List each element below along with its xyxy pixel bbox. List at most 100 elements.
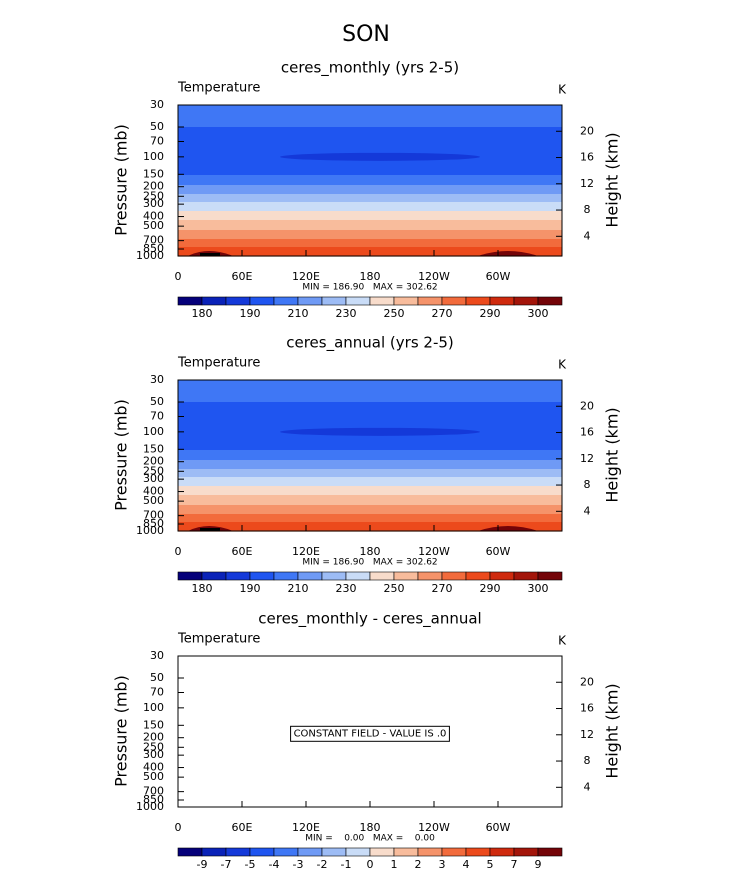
x-tick-label: 120W xyxy=(418,270,450,283)
colorbar-label: 300 xyxy=(528,582,549,595)
colorbar-box xyxy=(321,296,347,306)
y2-tick-label: 4 xyxy=(584,504,591,517)
colorbar-label: 290 xyxy=(480,582,501,595)
colorbar-label: -4 xyxy=(269,858,280,871)
colorbar-label: 180 xyxy=(192,582,213,595)
colorbar-label: -7 xyxy=(221,858,232,871)
y-tick-label: 50 xyxy=(150,671,164,684)
colorbar-label: 230 xyxy=(336,307,357,320)
contour-band xyxy=(178,239,562,242)
colorbar-label: 1 xyxy=(391,858,398,871)
colorbar-box xyxy=(489,847,515,857)
colorbar-label: 190 xyxy=(240,582,261,595)
y-tick-label: 50 xyxy=(150,120,164,133)
cold-core xyxy=(280,152,480,161)
stats: MIN = 186.90 MAX = 302.62 xyxy=(302,283,437,293)
y-axis-label: Pressure (mb) xyxy=(112,399,131,511)
colorbar-box xyxy=(201,296,227,306)
colorbar-label: 270 xyxy=(432,582,453,595)
note-box xyxy=(290,725,450,742)
colorbar-box xyxy=(225,571,251,581)
x-tick-label: 60W xyxy=(486,270,511,283)
y-tick-label: 700 xyxy=(143,509,164,522)
colorbar-label: -9 xyxy=(197,858,208,871)
contour-band xyxy=(178,501,562,506)
contour-band xyxy=(178,185,562,188)
y-tick-label: 1000 xyxy=(136,524,164,537)
y-axis-label: Pressure (mb) xyxy=(112,675,131,787)
colorbar-box xyxy=(465,847,491,857)
x-tick-label: 180 xyxy=(360,270,381,283)
contour-band xyxy=(178,202,562,205)
colorbar-label: 3 xyxy=(439,858,446,871)
colorbar-box xyxy=(537,296,563,306)
colorbar-label: -3 xyxy=(293,858,304,871)
x-tick-label: 60E xyxy=(232,270,253,283)
colorbar-label: 300 xyxy=(528,307,549,320)
terrain-black xyxy=(200,528,220,531)
cold-core xyxy=(280,427,480,436)
colorbar-box xyxy=(393,847,419,857)
colorbar-box xyxy=(465,296,491,306)
stats: MIN = 0.00 MAX = 0.00 xyxy=(305,834,435,844)
contour-band xyxy=(178,460,562,463)
y-tick-label: 850 xyxy=(143,242,164,255)
colorbar-box xyxy=(417,847,443,857)
contour-band xyxy=(178,516,562,523)
contour-band xyxy=(178,230,562,240)
colorbar-box xyxy=(297,571,323,581)
constant-note: CONSTANT FIELD - VALUE IS .0 xyxy=(294,728,447,739)
colorbar-box xyxy=(225,847,251,857)
terrain-black xyxy=(200,253,220,256)
colorbar-label: 180 xyxy=(192,307,213,320)
y-tick-label: 850 xyxy=(143,793,164,806)
colorbar-box xyxy=(465,571,491,581)
colorbar-box xyxy=(489,571,515,581)
colorbar-box xyxy=(321,571,347,581)
colorbar-label: 190 xyxy=(240,307,261,320)
colorbar-box xyxy=(537,847,563,857)
colorbar-label: 230 xyxy=(336,582,357,595)
y-tick-label: 150 xyxy=(143,718,164,731)
colorbar-box xyxy=(297,296,323,306)
colorbar-label: 0 xyxy=(367,858,374,871)
contour-band xyxy=(178,505,562,515)
y2-axis-label: Height (km) xyxy=(603,683,622,778)
page-title: SON xyxy=(342,22,390,47)
y-tick-label: 500 xyxy=(143,219,164,232)
colorbar-box xyxy=(321,847,347,857)
colorbar-box xyxy=(369,847,395,857)
contour-band xyxy=(178,522,562,525)
y-tick-label: 70 xyxy=(150,409,164,422)
y2-axis-label: Height (km) xyxy=(603,407,622,502)
x-tick-label: 60E xyxy=(232,545,253,558)
y-tick-label: 500 xyxy=(143,494,164,507)
colorbar-box xyxy=(441,847,467,857)
contour-band xyxy=(178,105,562,128)
left-label: Temperature xyxy=(177,81,260,96)
left-label: Temperature xyxy=(177,356,260,371)
colorbar-label: 250 xyxy=(384,582,405,595)
colorbar-box xyxy=(513,296,539,306)
y2-axis-label: Height (km) xyxy=(603,132,622,227)
contour-band xyxy=(178,211,562,218)
contour-band xyxy=(178,402,562,417)
colorbar-label: 290 xyxy=(480,307,501,320)
contour-band xyxy=(178,247,562,250)
contour-band xyxy=(178,432,562,450)
y-tick-label: 200 xyxy=(143,455,164,468)
y-tick-label: 200 xyxy=(143,731,164,744)
contour-band xyxy=(178,479,562,487)
y2-tick-label: 12 xyxy=(580,177,594,190)
y2-tick-label: 4 xyxy=(584,229,591,242)
contour-band xyxy=(178,492,562,496)
y-tick-label: 400 xyxy=(143,485,164,498)
y-tick-label: 700 xyxy=(143,785,164,798)
colorbar-label: -1 xyxy=(341,858,352,871)
colorbar-label: 2 xyxy=(415,858,422,871)
panel-title: ceres_annual (yrs 2-5) xyxy=(286,334,454,353)
y-tick-label: 250 xyxy=(143,740,164,753)
colorbar-label: 7 xyxy=(511,858,518,871)
contour-band xyxy=(178,449,562,451)
y-tick-label: 400 xyxy=(143,761,164,774)
